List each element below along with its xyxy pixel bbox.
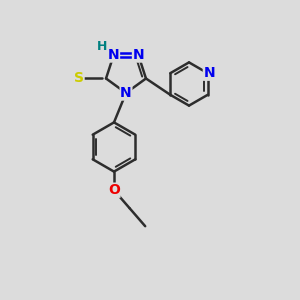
Text: N: N (133, 48, 144, 62)
Text: H: H (97, 40, 107, 52)
Text: O: O (108, 183, 120, 197)
Text: N: N (203, 66, 215, 80)
Text: N: N (120, 86, 132, 100)
Text: N: N (108, 48, 119, 62)
Text: S: S (74, 71, 84, 85)
